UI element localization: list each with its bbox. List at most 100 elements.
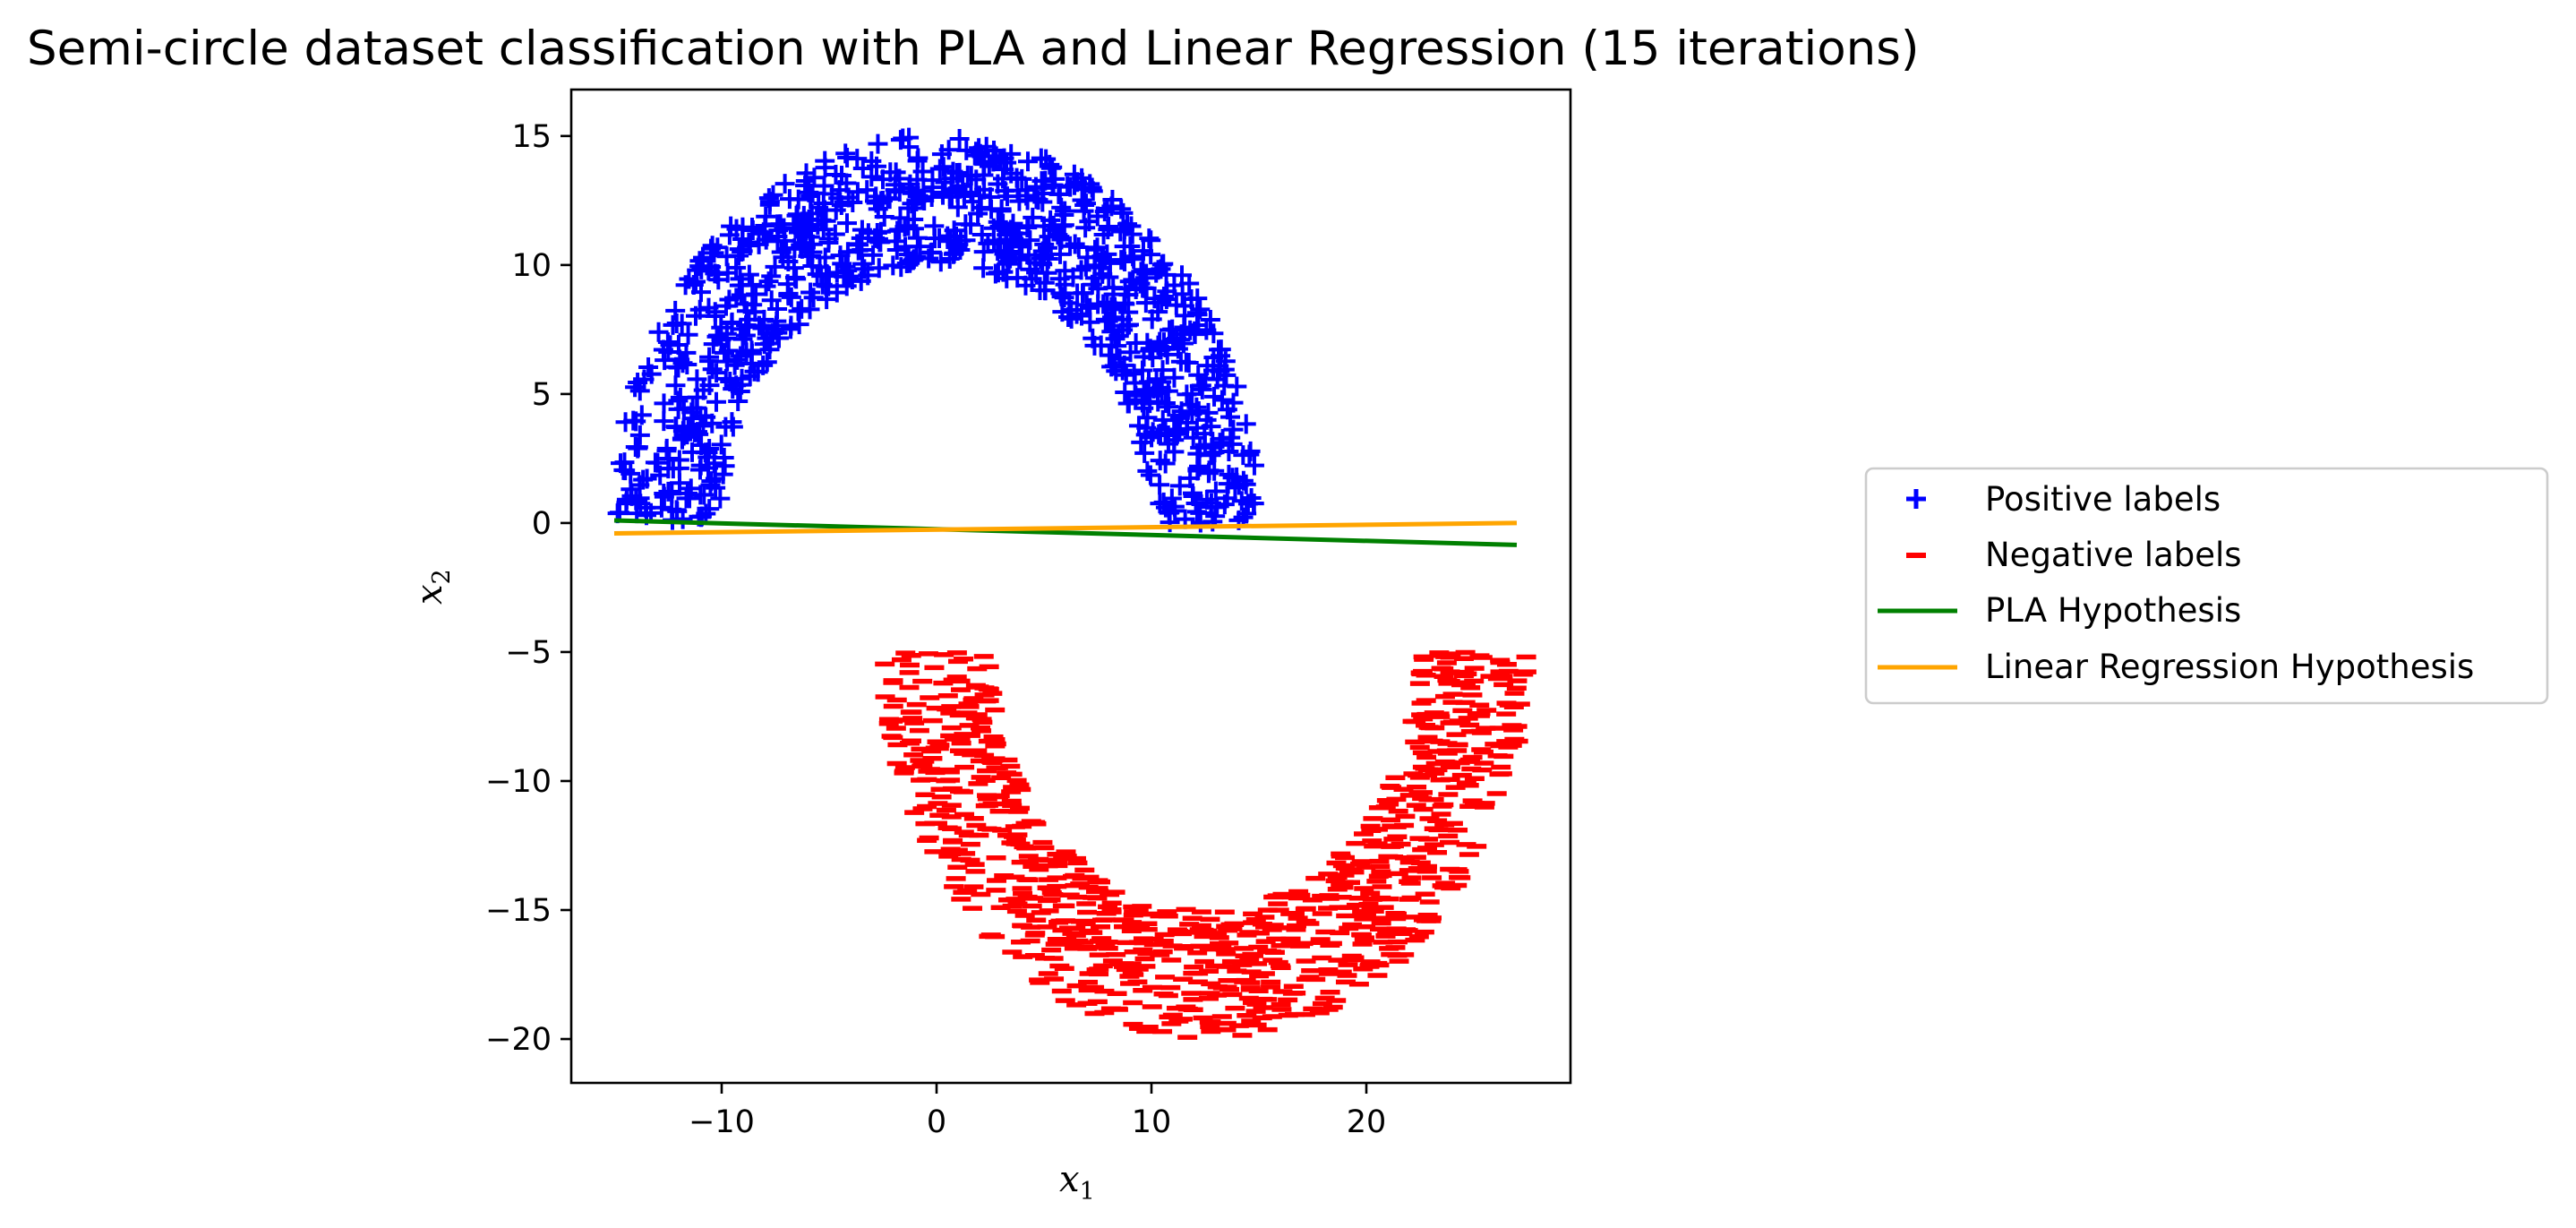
positive-point <box>739 264 759 285</box>
linear-regression-line <box>613 520 1518 536</box>
positive-point <box>994 148 1014 168</box>
x-tick-label: 20 <box>1347 1104 1387 1140</box>
positive-point <box>1227 376 1247 397</box>
positive-point <box>687 369 707 390</box>
positive-point <box>1174 317 1194 338</box>
positive-point <box>756 206 776 227</box>
positive-point <box>1190 512 1211 533</box>
positive-point <box>1164 496 1185 517</box>
positive-point <box>1113 202 1134 223</box>
positive-point <box>961 183 981 203</box>
positive-point <box>1172 284 1193 305</box>
positive-point <box>941 186 962 207</box>
positive-point <box>973 242 994 262</box>
positive-point <box>748 362 768 382</box>
positive-point <box>847 182 868 202</box>
positive-point <box>1065 175 1085 195</box>
positive-point <box>815 247 835 268</box>
positive-point <box>1169 476 1190 496</box>
positive-point <box>716 328 737 348</box>
positive-point <box>998 253 1019 274</box>
positive-point <box>949 128 970 149</box>
positive-point <box>792 238 812 259</box>
positive-point <box>939 249 960 270</box>
plot-frame <box>569 88 1572 1085</box>
positive-point <box>1244 455 1264 476</box>
positive-point <box>1015 275 1036 296</box>
positive-point <box>682 408 703 429</box>
positive-point <box>665 375 686 396</box>
positive-point <box>861 167 882 187</box>
positive-point <box>1142 309 1162 330</box>
positive-point <box>921 242 942 262</box>
positive-point <box>961 166 981 186</box>
positive-point <box>781 319 801 339</box>
positive-point <box>705 263 725 284</box>
positive-point <box>908 148 929 168</box>
x-axis-label-base: x <box>1059 1159 1080 1200</box>
positive-point <box>1168 339 1188 359</box>
x-tick-label: −10 <box>689 1104 755 1140</box>
y-tick-label: −5 <box>505 635 552 671</box>
positive-point <box>895 236 916 257</box>
positive-point <box>865 228 886 248</box>
positive-point <box>722 313 742 333</box>
hypothesis-lines-group <box>613 518 1518 547</box>
positive-point <box>866 186 886 207</box>
positive-point <box>715 342 735 363</box>
positive-point <box>683 274 704 295</box>
positive-point <box>723 416 743 437</box>
positive-point <box>728 391 749 411</box>
legend-positive-marker <box>1906 489 1926 509</box>
positive-point <box>1102 189 1123 210</box>
positive-point <box>883 255 903 276</box>
positive-point <box>1017 151 1038 172</box>
y-tick-label: 0 <box>532 506 552 542</box>
positive-point <box>814 176 834 196</box>
positive-point <box>657 331 678 352</box>
positive-point <box>1158 381 1178 401</box>
positive-point <box>847 149 868 169</box>
positive-point <box>800 299 820 320</box>
positive-point <box>1152 409 1173 430</box>
positive-point <box>668 391 689 411</box>
positive-point <box>1073 283 1093 304</box>
positive-point <box>628 372 648 392</box>
positive-point <box>705 302 725 322</box>
legend-label-negative: Negative labels <box>1985 536 2242 574</box>
positive-point <box>1150 475 1170 495</box>
positive-point <box>625 377 646 398</box>
positive-point <box>1211 434 1231 455</box>
x-axis-label: x1 <box>1059 1159 1095 1206</box>
positive-point <box>1183 427 1203 448</box>
positive-point <box>711 434 732 455</box>
positive-point <box>989 216 1010 236</box>
positive-point <box>1134 278 1154 298</box>
positive-point <box>1164 367 1185 388</box>
y-tick-label: −10 <box>485 764 552 800</box>
positive-point <box>1001 163 1022 184</box>
positive-point <box>726 288 747 308</box>
positive-point <box>742 295 763 315</box>
y-axis-label-subscript: 2 <box>428 569 456 584</box>
x-axis-label-subscript: 1 <box>1080 1178 1095 1206</box>
positive-point <box>736 315 757 336</box>
positive-point <box>761 266 782 287</box>
positive-point <box>800 186 821 207</box>
positive-point <box>815 150 835 171</box>
positive-point <box>868 133 888 154</box>
positive-point <box>1034 272 1055 293</box>
positive-point <box>1231 491 1252 511</box>
positive-point <box>1031 148 1051 168</box>
positive-point <box>1054 215 1074 236</box>
positive-point <box>1170 405 1191 425</box>
positive-point <box>1152 360 1173 381</box>
positive-point <box>763 185 783 205</box>
positive-point <box>1118 285 1139 305</box>
positive-point <box>922 170 943 191</box>
positive-point <box>710 488 731 509</box>
positive-point <box>732 242 752 262</box>
positive-point <box>970 143 990 164</box>
y-tick-label: 15 <box>511 119 552 155</box>
